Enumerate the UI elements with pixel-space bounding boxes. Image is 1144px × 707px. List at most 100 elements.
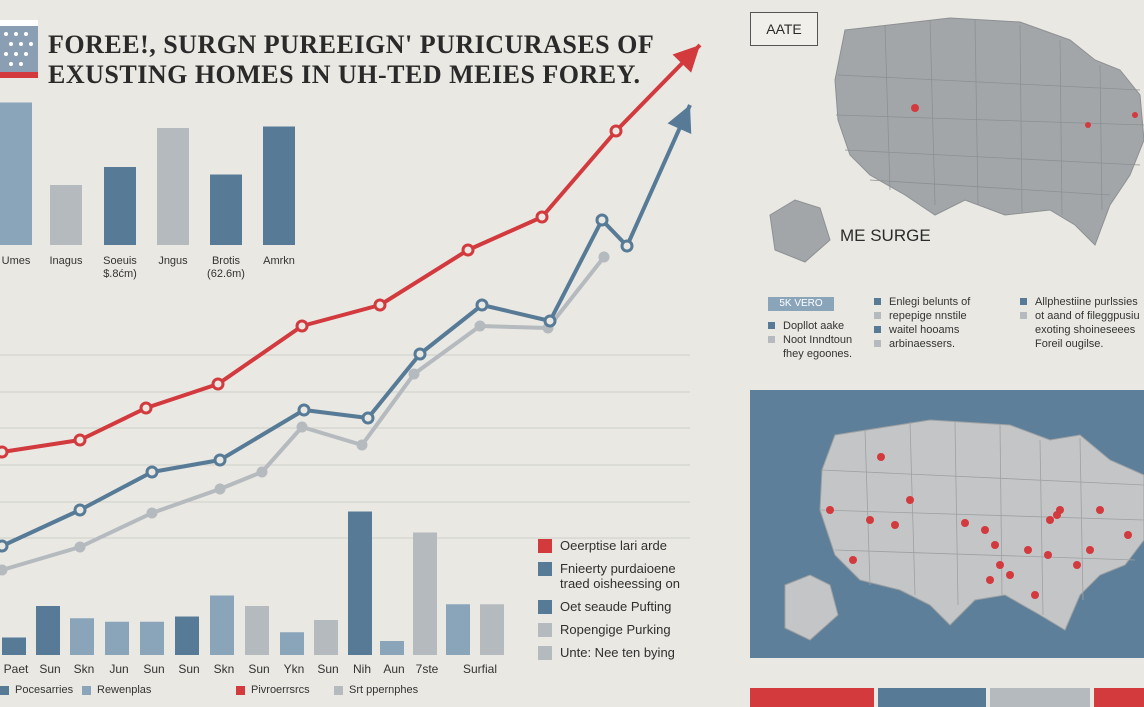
footer-strip-4 (1094, 688, 1144, 707)
right-legend-item-1: Oeerptise lari arde (538, 538, 738, 553)
gray-series-point (408, 368, 420, 380)
bottom-bar-label: Skn (73, 662, 95, 676)
blue-series-point (543, 314, 557, 328)
bottom-map-panel (750, 390, 1144, 658)
bottom-bar-label: Paet (3, 662, 29, 676)
bottom-bar-label: Aun (383, 662, 405, 676)
bottom-bar-label: Sun (143, 662, 165, 676)
bottom-bar-label: Ykn (283, 662, 305, 676)
gray-series-point (0, 564, 8, 576)
blue-series-point (297, 403, 311, 417)
red-series-point (535, 210, 549, 224)
bottom-bar-5 (140, 621, 164, 655)
gray-series-point (256, 466, 268, 478)
key-block: 5K VERO Dopllot aake Noot Inndtoun fhey … (762, 295, 1144, 365)
blue-series-point (475, 298, 489, 312)
right-legend-item-4: Oet seaude Pufting (538, 599, 738, 614)
bottom-bar-chart (2, 511, 504, 655)
top-map-panel: AATE ME SURGE (750, 0, 1144, 265)
bottom-bar-11 (348, 511, 372, 655)
bottom-bar-8 (245, 606, 269, 655)
map-label-box: AATE (750, 12, 818, 46)
red-series-arrowhead (672, 45, 700, 73)
top-bar-label: Inagus (49, 255, 83, 267)
bottom-bar-label: Sun (317, 662, 339, 676)
bottom-legend-item-3: Pivroerrsrcs (236, 684, 310, 696)
gray-series-point (146, 507, 158, 519)
red-series-point (373, 298, 387, 312)
blue-series-point (145, 465, 159, 479)
top-bar-label: Amrkn (263, 255, 295, 267)
key-col-2: Enlegi belunts of repepige nnstile waite… (874, 295, 970, 351)
top-bar-1 (0, 102, 32, 245)
right-legend-item-3: traed oisheessing on (560, 576, 680, 591)
key-badge: 5K VERO (768, 297, 834, 311)
top-bar-chart (0, 102, 295, 245)
key-col-3: Allphestiine purlssies ot aand of filegg… (1020, 295, 1140, 351)
gray-series-point (296, 421, 308, 433)
top-bar-5 (210, 174, 242, 245)
bottom-bar-13 (413, 532, 437, 655)
top-bar-3 (104, 167, 136, 245)
bottom-bar-label: Jun (109, 662, 129, 676)
title-line-1: FOREE!, SURGN PUREEIGN' PURICURASES OF (48, 30, 655, 59)
title-line-2: EXUSTING HOMES IN UH-TED MEIES FOREY. (48, 60, 641, 89)
top-bar-label: Jngus (158, 255, 188, 267)
bottom-legend-item-1: Pocesarries (0, 684, 73, 696)
bottom-bar-6 (175, 616, 199, 655)
top-bar-sublabel: $.8ćm) (103, 268, 137, 280)
bottom-bar-label: Sun (248, 662, 270, 676)
bottom-legend-item-2: Rewenplas (82, 684, 151, 696)
red-series-point (0, 445, 9, 459)
top-bar-2 (50, 185, 82, 245)
bottom-bar-label: Nih (352, 662, 371, 676)
us-map-top (769, 17, 1144, 263)
top-bar-sublabel: (62.6m) (207, 268, 245, 280)
right-legend-item-2: Fnieerty purdaioene (538, 561, 738, 576)
bottom-bar-label: Surfial (462, 662, 497, 676)
gray-series-point (356, 439, 368, 451)
gray-series-point (598, 251, 610, 263)
us-flag-icon (0, 20, 38, 78)
gray-series-point (214, 483, 226, 495)
blue-series-point (213, 453, 227, 467)
chart-title: FOREE!, SURGN PUREEIGN' PURICURASES OF E… (48, 30, 654, 90)
blue-series-point (73, 503, 87, 517)
bottom-bar-9 (280, 632, 304, 655)
bottom-bar-7 (210, 595, 234, 655)
red-series-point (211, 377, 225, 391)
bottom-bar-categories: Paet Sun Skn Jun Sun Sun Skn Sun Ykn Sun Nih Aun 7st… (0, 662, 520, 678)
top-bar-6 (263, 126, 295, 245)
gray-series-point (74, 541, 86, 553)
bottom-bar-15 (480, 604, 504, 655)
top-bar-label: Soeuis (103, 255, 137, 267)
footer-strip-3 (990, 688, 1090, 707)
top-bar-label: Brotis (211, 255, 241, 267)
bottom-bar-label: Sun (178, 662, 200, 676)
top-bar-categories: Umes Inagus Soeuis $.8ćm) Jngus Brotis (62.6m)… (0, 255, 310, 285)
bottom-bar-14 (446, 604, 470, 655)
bottom-bar-3 (70, 618, 94, 655)
bottom-bar-label: Sun (39, 662, 61, 676)
bottom-legend-item-4: Srt ppernphes (334, 684, 418, 696)
blue-series-point (595, 213, 609, 227)
top-bar-label: Umes (1, 255, 31, 267)
red-series-point (73, 433, 87, 447)
bottom-bar-4 (105, 621, 129, 655)
bottom-bar-12 (380, 641, 404, 655)
blue-series-point (620, 239, 634, 253)
map-surge-label: ME SURGE (840, 226, 931, 245)
right-legend-item-5: Ropengige Purking (538, 622, 738, 637)
footer-strip-1 (750, 688, 874, 707)
blue-series-point (0, 539, 9, 553)
red-series-point (295, 319, 309, 333)
bottom-bar-1 (2, 637, 26, 655)
footer-color-strip (750, 688, 1144, 707)
gray-series-point (474, 320, 486, 332)
bottom-bar-label: Skn (213, 662, 235, 676)
us-map-bottom (784, 419, 1144, 641)
bottom-legend: Pocesarries Rewenplas Pivroerrsrcs Srt p… (0, 684, 520, 698)
red-series-point (609, 124, 623, 138)
blue-series-arrowhead (667, 105, 692, 135)
bottom-bar-2 (36, 606, 60, 655)
